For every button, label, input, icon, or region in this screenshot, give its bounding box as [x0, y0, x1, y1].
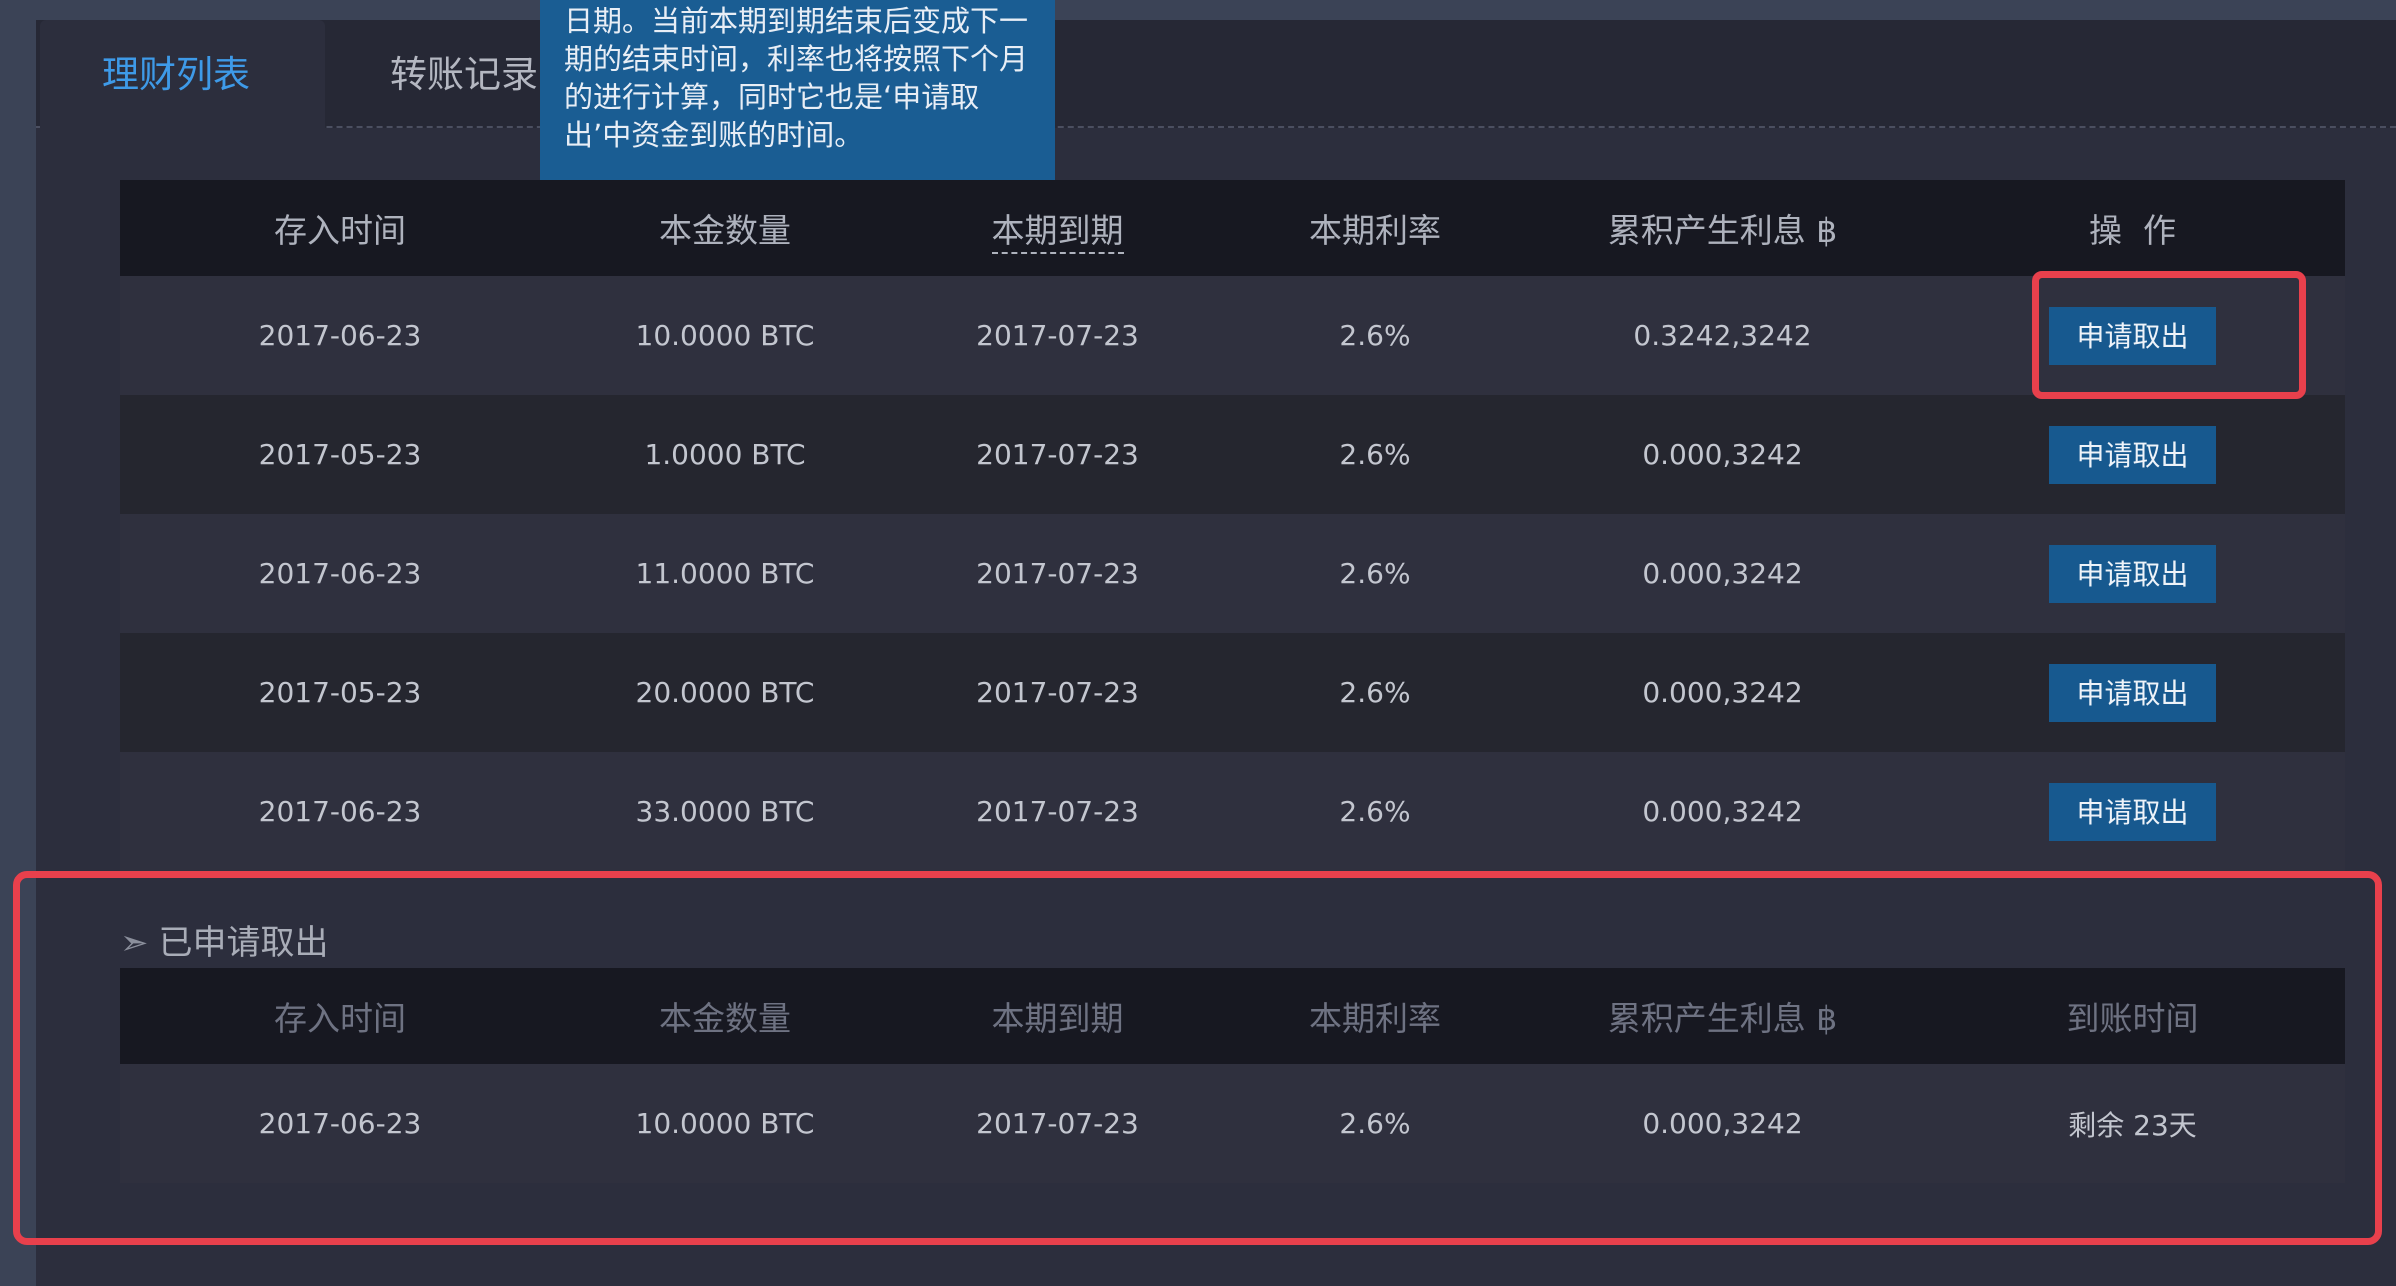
cell-action: 申请取出 — [1920, 633, 2345, 752]
withdraw-button[interactable]: 申请取出 — [2049, 782, 2216, 841]
cell-due-date: 2017-07-23 — [890, 633, 1225, 752]
header-due-date[interactable]: 本期到期 — [890, 180, 1225, 276]
cell-action: 申请取出 — [1920, 514, 2345, 633]
cell-due-date: 2017-07-23 — [890, 395, 1225, 514]
header-deposit-date: 存入时间 — [120, 968, 560, 1064]
tab-bar — [36, 20, 2396, 128]
cell-amount: 10.0000 BTC — [560, 1064, 890, 1183]
header-interest: 累积产生利息 ฿ — [1525, 180, 1920, 276]
cell-amount: 33.0000 BTC — [560, 752, 890, 871]
due-date-tooltip: 日期。当前本期到期结束后变成下一期的结束时间，利率也将按照下个月的进行计算，同时… — [540, 0, 1055, 180]
cell-amount: 1.0000 BTC — [560, 395, 890, 514]
cell-rate: 2.6% — [1225, 1064, 1525, 1183]
table-header-row: 存入时间 本金数量 本期到期 本期利率 累积产生利息 ฿ 到账时间 — [120, 968, 2345, 1064]
header-amount: 本金数量 — [560, 968, 890, 1064]
cell-rate: 2.6% — [1225, 276, 1525, 395]
header-due-date: 本期到期 — [890, 968, 1225, 1064]
cell-interest: 0.000,3242 — [1525, 1064, 1920, 1183]
table-header-row: 存入时间 本金数量 本期到期 本期利率 累积产生利息 ฿ 操 作 — [120, 180, 2345, 276]
table-row: 2017-05-23 1.0000 BTC 2017-07-23 2.6% 0.… — [120, 395, 2345, 514]
cell-arrival-time: 剩余 23天 — [1920, 1064, 2345, 1183]
cell-due-date: 2017-07-23 — [890, 752, 1225, 871]
arrow-right-icon: ➣ — [120, 923, 149, 963]
header-deposit-date: 存入时间 — [120, 180, 560, 276]
cell-deposit-date: 2017-06-23 — [120, 514, 560, 633]
cell-rate: 2.6% — [1225, 752, 1525, 871]
cell-amount: 20.0000 BTC — [560, 633, 890, 752]
table-row: 2017-06-23 11.0000 BTC 2017-07-23 2.6% 0… — [120, 514, 2345, 633]
header-interest: 累积产生利息 ฿ — [1525, 968, 1920, 1064]
cell-deposit-date: 2017-05-23 — [120, 633, 560, 752]
withdraw-button[interactable]: 申请取出 — [2049, 306, 2216, 365]
cell-interest: 0.000,3242 — [1525, 633, 1920, 752]
cell-interest: 0.000,3242 — [1525, 514, 1920, 633]
cell-amount: 11.0000 BTC — [560, 514, 890, 633]
table-row: 2017-06-23 10.0000 BTC 2017-07-23 2.6% 0… — [120, 1064, 2345, 1183]
finance-table: 存入时间 本金数量 本期到期 本期利率 累积产生利息 ฿ 操 作 2017-06… — [120, 180, 2345, 871]
cell-action: 申请取出 — [1920, 395, 2345, 514]
cell-deposit-date: 2017-06-23 — [120, 276, 560, 395]
table-row: 2017-06-23 10.0000 BTC 2017-07-23 2.6% 0… — [120, 276, 2345, 395]
cell-deposit-date: 2017-06-23 — [120, 1064, 560, 1183]
header-arrival-time: 到账时间 — [1920, 968, 2345, 1064]
tooltip-text: 日期。当前本期到期结束后变成下一期的结束时间，利率也将按照下个月的进行计算，同时… — [564, 4, 1029, 152]
cell-rate: 2.6% — [1225, 395, 1525, 514]
withdrawn-table: 存入时间 本金数量 本期到期 本期利率 累积产生利息 ฿ 到账时间 2017-0… — [120, 968, 2345, 1183]
tab-finance-list[interactable]: 理财列表 — [40, 20, 325, 128]
header-amount: 本金数量 — [560, 180, 890, 276]
cell-deposit-date: 2017-06-23 — [120, 752, 560, 871]
header-action: 操 作 — [1920, 180, 2345, 276]
cell-due-date: 2017-07-23 — [890, 1064, 1225, 1183]
cell-deposit-date: 2017-05-23 — [120, 395, 560, 514]
cell-rate: 2.6% — [1225, 514, 1525, 633]
withdrawn-section-label: 已申请取出 — [158, 923, 329, 963]
withdraw-button[interactable]: 申请取出 — [2049, 544, 2216, 603]
table-row: 2017-06-23 33.0000 BTC 2017-07-23 2.6% 0… — [120, 752, 2345, 871]
cell-action: 申请取出 — [1920, 752, 2345, 871]
withdrawn-section-title: ➣ 已申请取出 — [120, 915, 329, 964]
header-rate: 本期利率 — [1225, 180, 1525, 276]
withdraw-button[interactable]: 申请取出 — [2049, 425, 2216, 484]
cell-interest: 0.000,3242 — [1525, 752, 1920, 871]
header-due-date-label[interactable]: 本期到期 — [991, 211, 1124, 254]
cell-due-date: 2017-07-23 — [890, 514, 1225, 633]
table-row: 2017-05-23 20.0000 BTC 2017-07-23 2.6% 0… — [120, 633, 2345, 752]
tab-transfer-records[interactable]: 转账记录 — [390, 53, 538, 96]
cell-interest: 0.3242,3242 — [1525, 276, 1920, 395]
cell-action: 申请取出 — [1920, 276, 2345, 395]
cell-interest: 0.000,3242 — [1525, 395, 1920, 514]
cell-due-date: 2017-07-23 — [890, 276, 1225, 395]
cell-rate: 2.6% — [1225, 633, 1525, 752]
header-rate: 本期利率 — [1225, 968, 1525, 1064]
cell-amount: 10.0000 BTC — [560, 276, 890, 395]
withdraw-button[interactable]: 申请取出 — [2049, 663, 2216, 722]
